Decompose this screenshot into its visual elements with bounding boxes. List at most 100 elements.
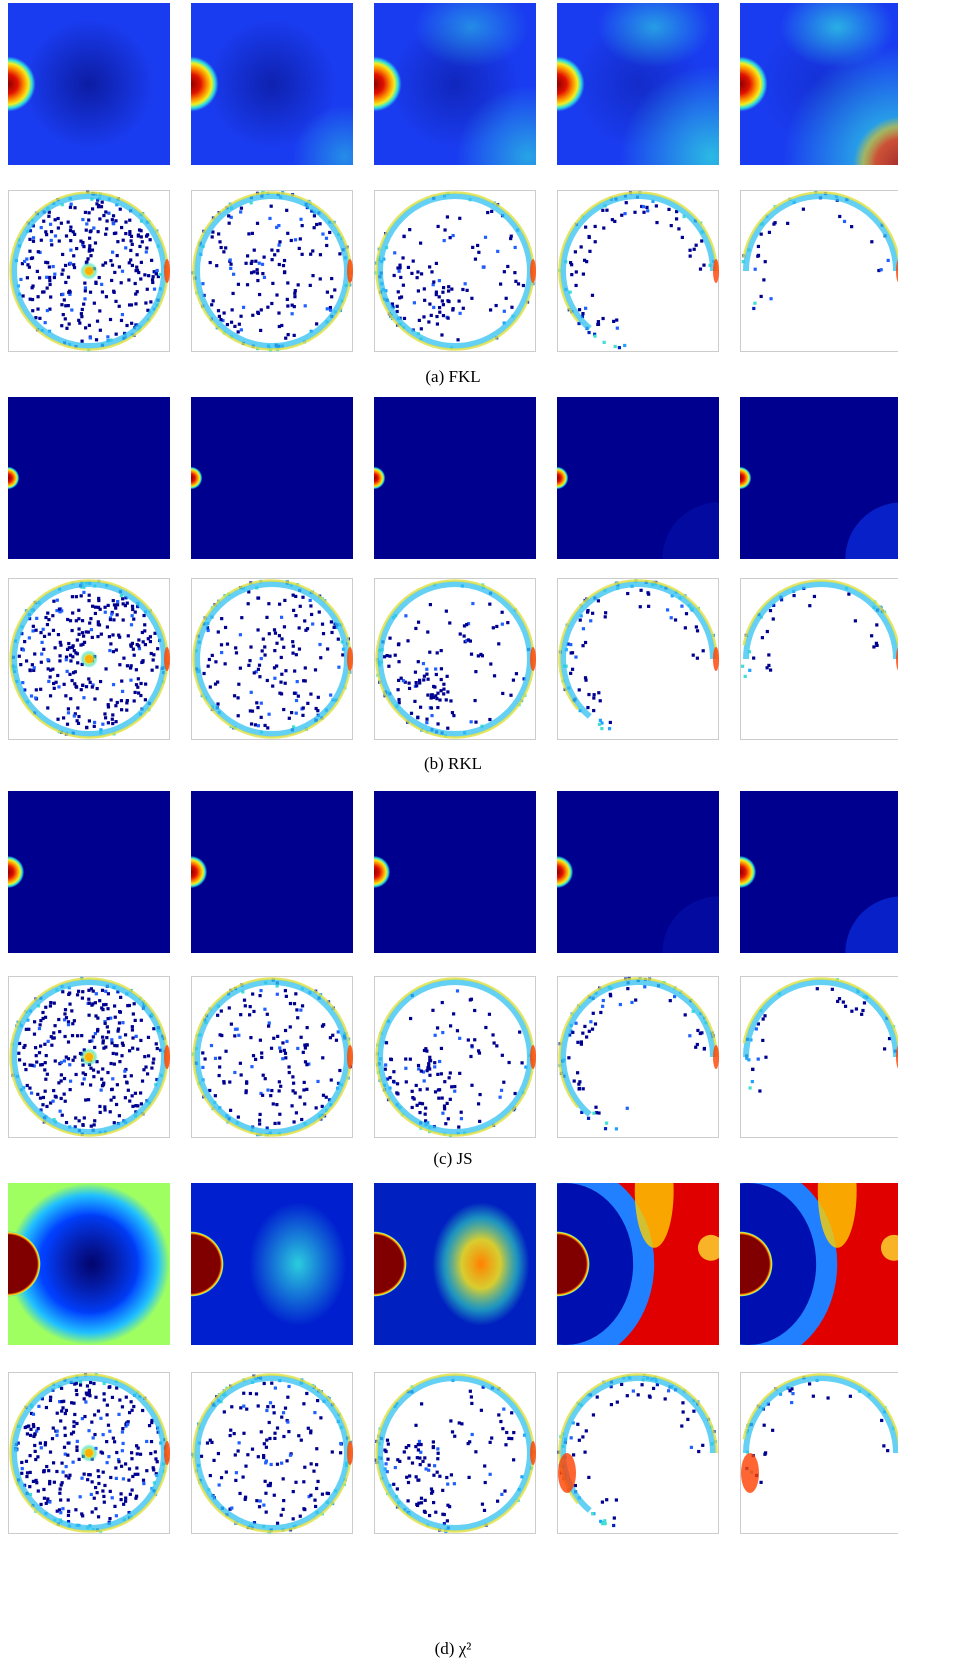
sample-dot [25, 1083, 29, 1088]
sample-dot [68, 228, 73, 233]
sample-dot [58, 1400, 62, 1404]
sample-dot [60, 1481, 64, 1485]
sample-dot [82, 1077, 86, 1081]
sample-dot [498, 1095, 502, 1099]
sample-dot [292, 333, 296, 337]
sample-dot [673, 618, 678, 622]
sample-dot [440, 1000, 444, 1005]
sample-dot [267, 1024, 271, 1028]
sample-dot [338, 252, 342, 256]
sample-dot [59, 1511, 63, 1515]
sample-dot [134, 292, 138, 296]
sample-dot [502, 321, 506, 325]
sample-dot [277, 262, 281, 267]
sample-dot [415, 1103, 419, 1107]
sample-dot [285, 297, 289, 302]
sample-dot [229, 266, 233, 271]
sample-dot [385, 1438, 390, 1442]
sample-dot [419, 1501, 424, 1505]
sample-dot [426, 693, 430, 697]
sample-dot [137, 647, 142, 651]
sample-dot [129, 664, 133, 668]
sample-dot [410, 1105, 414, 1110]
sample-dot [89, 628, 94, 632]
sample-dot [392, 273, 396, 278]
sample-dot [71, 1022, 75, 1026]
sample-dot [854, 1007, 859, 1011]
sample-dot [88, 248, 92, 253]
sample-dot [47, 632, 51, 636]
sample-dot [64, 658, 68, 662]
sample-dot [81, 1063, 85, 1067]
sample-dot [125, 1081, 129, 1085]
sample-dot [681, 1401, 685, 1405]
sample-dot [474, 670, 478, 674]
sample-dot [88, 244, 92, 248]
sample-dot [79, 594, 83, 598]
sample-dot [130, 614, 134, 618]
sample-dot [264, 1461, 268, 1465]
sample-dot [641, 205, 646, 209]
sample-dot [413, 670, 418, 674]
sample-dot [60, 1400, 64, 1404]
sample-dot [510, 305, 514, 309]
sample-dot [290, 1104, 294, 1108]
sample-dot [680, 604, 684, 608]
sample-dot [767, 230, 772, 234]
sample-dot [406, 1499, 410, 1503]
sample-dot [139, 1102, 144, 1106]
sample-dot [208, 1088, 212, 1093]
sample-dot [118, 635, 122, 639]
sample-dot [219, 1009, 223, 1013]
sample-dot [103, 605, 107, 609]
sample-dot [412, 301, 417, 305]
sample-dot [221, 318, 225, 323]
sample-dot [291, 1490, 295, 1494]
heatmap [374, 1183, 536, 1345]
sample-dot [119, 1464, 124, 1468]
sample-dot [74, 1388, 78, 1393]
sample-dot [140, 660, 144, 665]
sample-dot [765, 666, 769, 670]
sample-dot [441, 314, 446, 318]
sample-dot [115, 203, 119, 207]
sample-dot [144, 301, 148, 305]
sample-dot [39, 1502, 43, 1507]
sample-dot [111, 713, 115, 717]
sample-dot [103, 716, 108, 720]
sample-dot [66, 1453, 70, 1457]
sample-dot [451, 233, 455, 238]
sample-dot [82, 590, 86, 595]
sample-dot [303, 1102, 307, 1106]
sample-dot [103, 1021, 107, 1025]
heat-glow [780, 3, 894, 68]
sample-dot [66, 1040, 71, 1044]
sample-dot [259, 1430, 263, 1434]
sample-dot [279, 1513, 283, 1517]
sample-dot [579, 1042, 583, 1046]
sample-dot [461, 287, 465, 292]
sample-dot [229, 320, 234, 324]
sample-dot [87, 599, 91, 603]
sample-dot [436, 1447, 440, 1451]
sample-dot [261, 1093, 265, 1097]
caption: (c) JS [433, 1149, 472, 1168]
sample-dot [570, 263, 574, 267]
sample-dot [51, 667, 55, 671]
sample-dot [55, 598, 59, 602]
sample-dot [298, 604, 302, 608]
sample-dot [390, 304, 395, 308]
sample-dot [117, 1114, 122, 1118]
sample-dot [57, 1017, 61, 1022]
sample-dot [110, 717, 114, 721]
sample-dot [46, 1497, 50, 1501]
sample-dot [416, 716, 420, 720]
sample-dot [436, 1457, 440, 1461]
sample-dot [149, 651, 153, 656]
sample-dot [121, 238, 125, 242]
sample-dot [44, 230, 48, 234]
sample-plot [8, 976, 170, 1138]
sample-dot [240, 616, 244, 620]
sample-dot [101, 263, 105, 267]
sample-dot [309, 1431, 313, 1435]
